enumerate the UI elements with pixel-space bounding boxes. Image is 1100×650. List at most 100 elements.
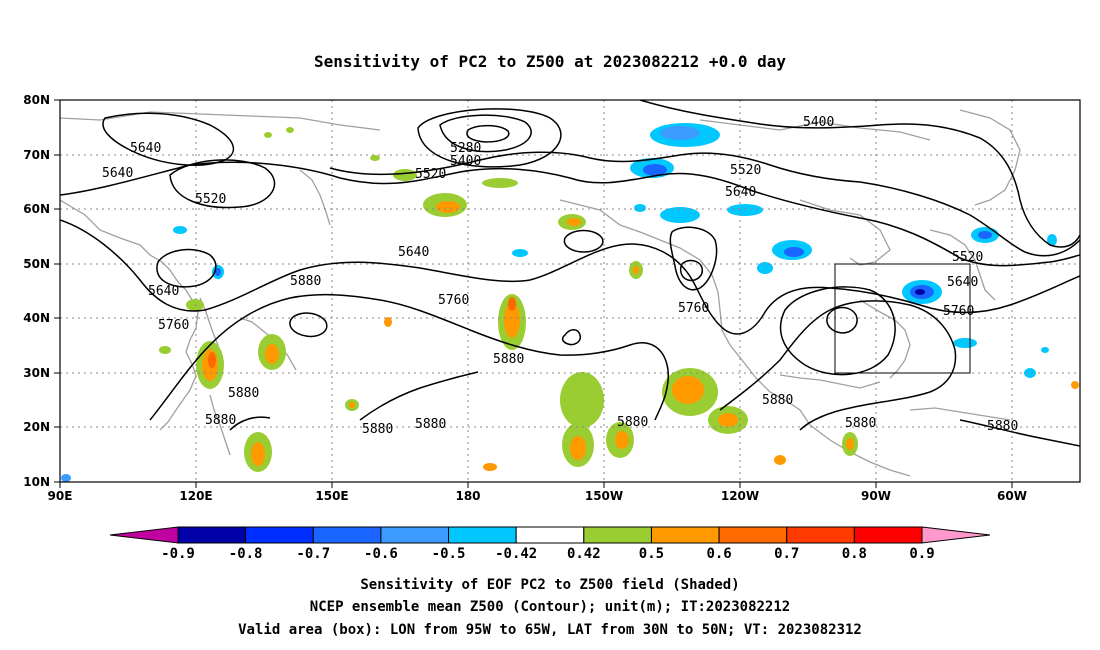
contour-label: 5880	[617, 415, 648, 430]
contour-label: 5640	[725, 185, 756, 200]
patch-pos	[504, 302, 520, 338]
contour-label: 5880	[987, 419, 1018, 434]
contour-label: 5640	[947, 275, 978, 290]
contour-label: 5520	[195, 192, 226, 207]
lat-tick-label: 70N	[23, 148, 50, 162]
contour-label: 5280	[450, 141, 481, 156]
contour-5520-band	[329, 151, 1080, 257]
patch-pos	[615, 431, 629, 449]
colorbar-label: -0.9	[161, 546, 195, 562]
patch-pos	[159, 346, 171, 354]
patch-neg	[784, 247, 804, 257]
contour-label: 5880	[362, 422, 393, 437]
lon-axis: 90E 120E 150E 180 150W 120W 90W 60W	[48, 489, 1027, 503]
patch-neg	[727, 204, 763, 216]
footer-line-3: Valid area (box): LON from 95W to 65W, L…	[238, 622, 862, 638]
map-area: 5640 5640 5520 5280 5400 5520 5640 5640 …	[60, 100, 1080, 482]
shaded-patches	[61, 123, 1079, 482]
contour-label: 5520	[415, 167, 446, 182]
coast-philippines	[209, 394, 231, 456]
colorbar: -0.9 -0.8 -0.7 -0.6 -0.5 -0.42 0.42 0.5 0.6 0.7 0.…	[109, 526, 991, 562]
contour-label: 5880	[845, 416, 876, 431]
patch-neg	[512, 249, 528, 257]
colorbar-label: 0.6	[706, 546, 731, 562]
contour-label: 5880	[493, 352, 524, 367]
colorbar-cell	[515, 526, 585, 544]
colorbar-label: 0.5	[639, 546, 664, 562]
lon-tick-label: 90W	[861, 489, 891, 503]
lat-tick-label: 10N	[23, 475, 50, 489]
colorbar-labels: -0.9 -0.8 -0.7 -0.6 -0.5 -0.42 0.42 0.5 0.6 0.7 0.…	[161, 546, 935, 562]
lat-tick-label: 50N	[23, 257, 50, 271]
patch-pos	[393, 169, 417, 181]
patch-pos	[1071, 381, 1079, 389]
patch-pos	[370, 155, 380, 161]
patch-neg	[978, 231, 992, 239]
lat-tick-label: 60N	[23, 202, 50, 216]
contour-ring-ak2	[679, 259, 704, 282]
colorbar-cell	[650, 526, 720, 544]
contour-label: 5760	[158, 318, 189, 333]
coast-gulf	[779, 374, 881, 389]
coast-us-east	[859, 299, 911, 379]
coast-greenland	[959, 109, 1021, 206]
lon-tick-label: 60W	[997, 489, 1027, 503]
contour-5880-trop-east	[959, 419, 1080, 447]
lon-tick-label: 150W	[585, 489, 623, 503]
colorbar-low-triangle	[109, 526, 179, 544]
colorbar-label: -0.42	[495, 546, 537, 562]
lat-tick-label: 40N	[23, 311, 50, 325]
colorbar-label: 0.7	[774, 546, 799, 562]
patch-neg	[643, 164, 667, 176]
contour-ring-pac	[563, 229, 604, 253]
colorbar-cell	[786, 526, 855, 544]
colorbar-high-triangle	[921, 526, 991, 544]
lon-tick-label: 90E	[48, 489, 73, 503]
contour-5880-trop-mid	[359, 371, 479, 421]
colorbar-label: -0.5	[432, 546, 466, 562]
contour-label: 5400	[450, 154, 481, 169]
lat-tick-label: 80N	[23, 93, 50, 107]
contour-high-center	[779, 286, 896, 376]
colorbar-label: -0.8	[229, 546, 263, 562]
patch-neg	[757, 262, 773, 274]
contour-5400-north	[639, 100, 1080, 248]
colorbar-cell	[448, 526, 517, 544]
contour-label: 5760	[943, 304, 974, 319]
colorbar-label: 0.42	[567, 546, 601, 562]
patch-neg	[61, 474, 71, 482]
footer-line-1: Sensitivity of EOF PC2 to Z500 field (Sh…	[360, 577, 739, 593]
patch-pos	[508, 297, 516, 311]
contour-label: 5880	[415, 417, 446, 432]
patch-pos	[208, 352, 216, 368]
contour-ring-west	[156, 248, 217, 288]
lat-tick-label: 30N	[23, 366, 50, 380]
contour-ring-ak	[669, 226, 718, 291]
contour-5400-ring	[417, 108, 562, 168]
patch-pos	[482, 178, 518, 188]
contour-label: 5400	[803, 115, 834, 130]
contour-5880-east	[719, 300, 957, 431]
map-title: Sensitivity of PC2 to Z500 at 2023082212…	[314, 52, 786, 71]
contour-label: 5760	[438, 293, 469, 308]
contour-5280-inner	[466, 124, 510, 143]
lon-tick-label: 150E	[315, 489, 348, 503]
patch-neg	[1024, 368, 1036, 378]
contour-high-core	[826, 306, 858, 334]
coast-siberia-north	[60, 111, 381, 131]
contour-label: 5880	[205, 413, 236, 428]
contour-5760-band	[60, 219, 1080, 335]
patch-neg	[1041, 347, 1049, 353]
patch-neg	[660, 126, 700, 140]
contour-5880-band	[149, 293, 669, 421]
contour-label: 5520	[952, 250, 983, 265]
contour-ring-jp	[289, 312, 328, 338]
patch-pos	[567, 218, 581, 226]
contour-5280-ring	[439, 114, 532, 153]
contour-label: 5880	[228, 386, 259, 401]
patch-pos	[436, 201, 460, 213]
patch-neg	[173, 226, 187, 234]
lon-tick-label: 120W	[721, 489, 759, 503]
patch-neg	[953, 338, 977, 348]
patch-neg	[634, 204, 646, 212]
